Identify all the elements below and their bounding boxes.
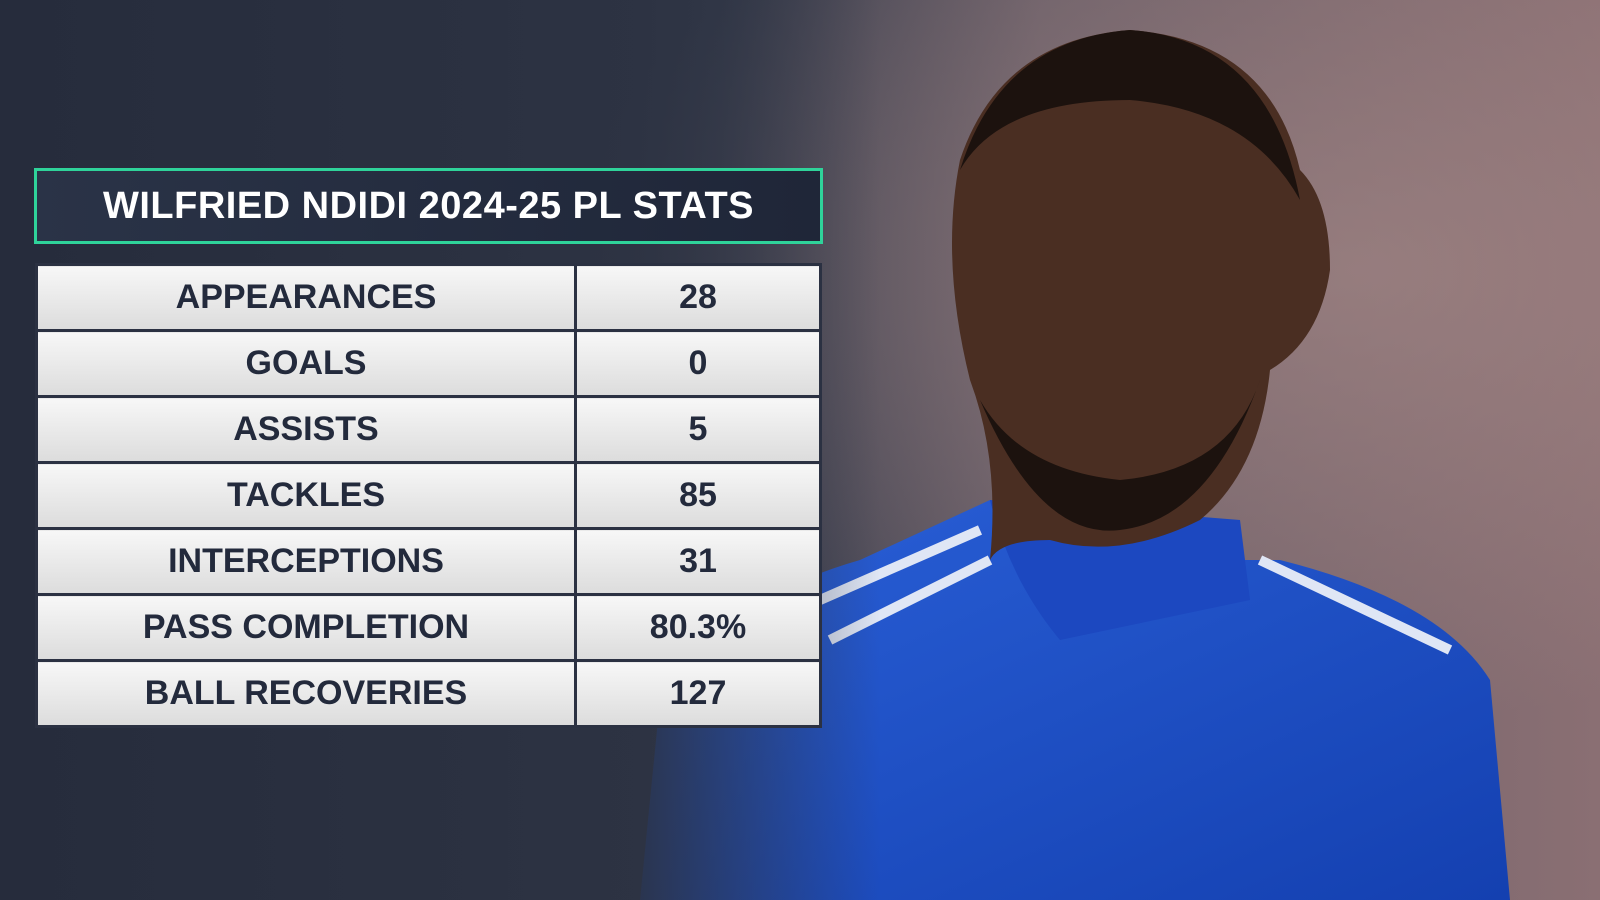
stat-row: TACKLES 85 xyxy=(35,461,822,530)
stats-table: APPEARANCES 28 GOALS 0 ASSISTS 5 TACKLES 85 INTE… xyxy=(35,263,822,728)
stat-row: GOALS 0 xyxy=(35,329,822,398)
stat-row: BALL RECOVERIES 127 xyxy=(35,659,822,728)
stat-row: INTERCEPTIONS 31 xyxy=(35,527,822,596)
stat-value: 85 xyxy=(574,461,822,530)
stat-label: APPEARANCES xyxy=(35,263,577,332)
stat-label: INTERCEPTIONS xyxy=(35,527,577,596)
stat-value: 31 xyxy=(574,527,822,596)
stat-label: BALL RECOVERIES xyxy=(35,659,577,728)
stat-value: 127 xyxy=(574,659,822,728)
stat-value: 28 xyxy=(574,263,822,332)
stat-row: PASS COMPLETION 80.3% xyxy=(35,593,822,662)
stat-value: 0 xyxy=(574,329,822,398)
stats-rows: APPEARANCES 28 GOALS 0 ASSISTS 5 TACKLES 85 INTE… xyxy=(35,263,822,728)
stat-label: TACKLES xyxy=(35,461,577,530)
stat-label: GOALS xyxy=(35,329,577,398)
stat-row: APPEARANCES 28 xyxy=(35,263,822,332)
title: WILFRIED NDIDI 2024-25 PL STATS xyxy=(34,168,823,244)
stat-label: PASS COMPLETION xyxy=(35,593,577,662)
stat-value: 80.3% xyxy=(574,593,822,662)
stat-label: ASSISTS xyxy=(35,395,577,464)
stat-row: ASSISTS 5 xyxy=(35,395,822,464)
stat-value: 5 xyxy=(574,395,822,464)
